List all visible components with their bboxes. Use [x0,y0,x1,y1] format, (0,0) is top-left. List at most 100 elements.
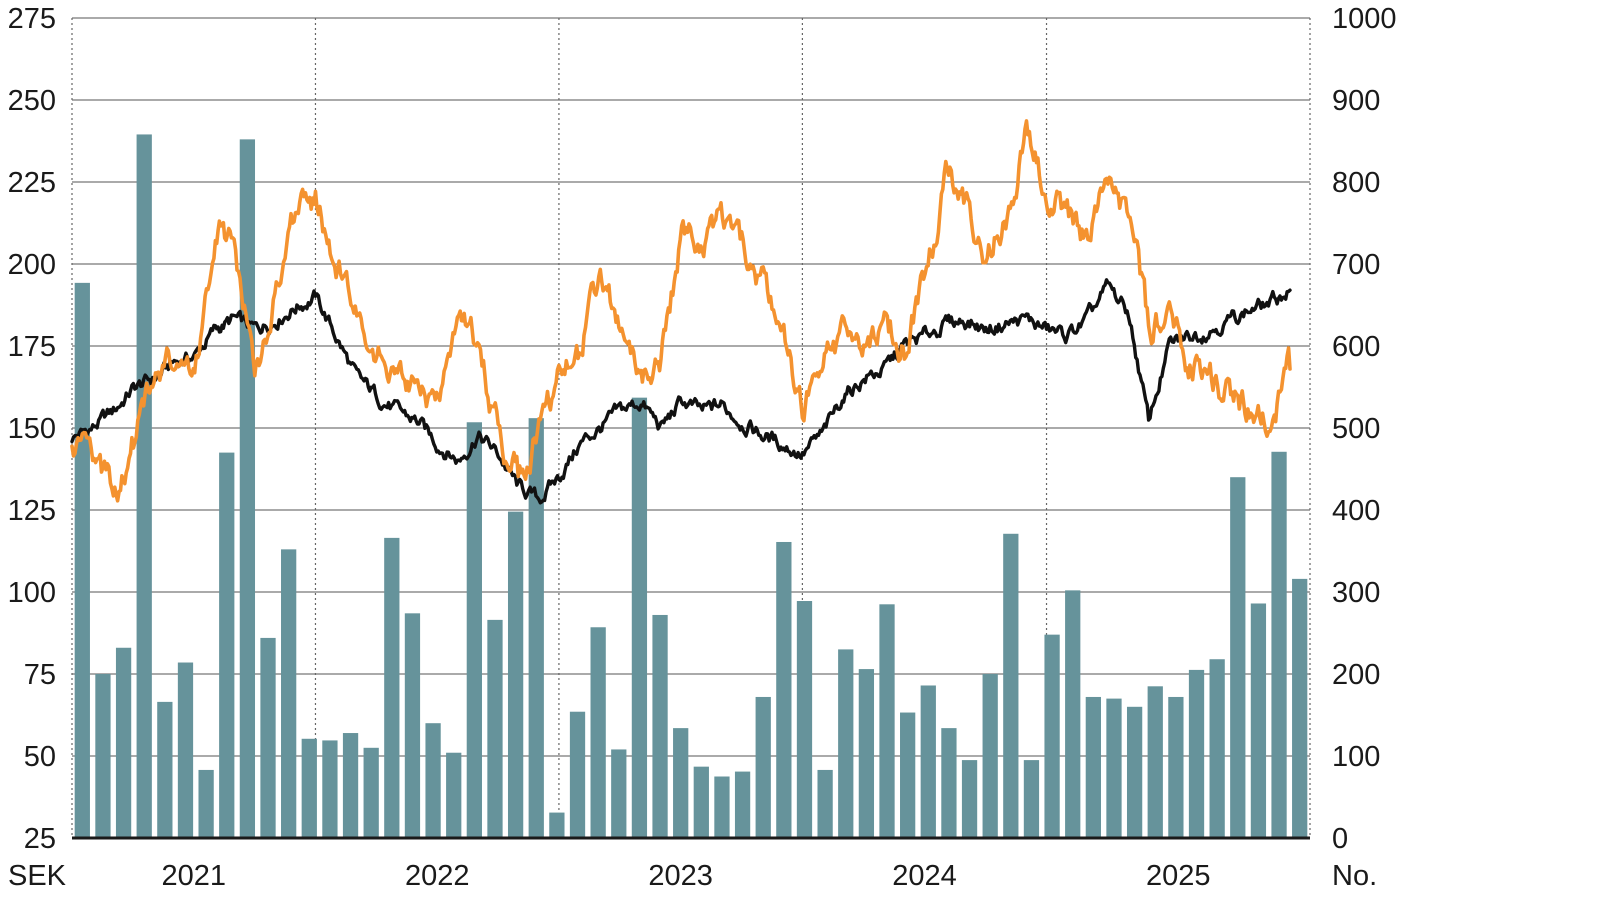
volume-bar [1271,451,1287,838]
right-tick-label: 700 [1332,249,1380,281]
volume-bar [1044,634,1060,838]
volume-bar [219,452,235,838]
orange-price-line [70,119,1292,503]
volume-bar [900,712,916,838]
right-tick-label: 300 [1332,577,1380,609]
volume-bar [198,769,214,838]
left-tick-label: 125 [8,495,56,527]
left-tick-label: 100 [8,577,56,609]
black-price-line [70,278,1292,505]
volume-bar [693,766,709,838]
volume-bar [941,728,957,838]
year-label: 2024 [892,860,957,892]
volume-bar [487,619,503,838]
volume-bar [652,614,668,838]
right-tick-label: 500 [1332,413,1380,445]
volume-bar [301,738,317,838]
left-tick-label: 25 [24,823,56,855]
left-tick-label: 75 [24,659,56,691]
volume-bar [796,601,813,838]
right-tick-label: 600 [1332,331,1380,363]
volume-bar [714,776,730,838]
volume-bar [673,728,689,838]
right-tick-label: 400 [1332,495,1380,527]
year-label: 2023 [648,860,713,892]
volume-bar [631,397,648,838]
volume-bar [384,537,400,838]
volume-bar [549,812,565,838]
volume-bar [1188,669,1205,838]
year-dividers [71,18,1311,838]
right-tick-label: 900 [1332,85,1380,117]
volume-bar [755,696,771,838]
right-tick-label: 800 [1332,167,1380,199]
bar-series [74,134,1308,839]
volume-bar [1003,533,1019,838]
volume-bar [1168,696,1184,838]
left-tick-label: 150 [8,413,56,445]
left-tick-label: 200 [8,249,56,281]
right-axis-ticks: 0 100 200 300 400 500 600 700 800 900 1000 [1332,3,1397,855]
volume-bar [342,733,359,838]
volume-bar [838,649,854,838]
volume-bar [817,769,833,838]
volume-bar [466,422,482,838]
volume-bar [446,752,462,838]
volume-bar [734,771,751,838]
year-labels: 2021 2022 2023 2024 2025 [161,860,1210,892]
volume-bar [920,685,936,838]
volume-bar [74,282,90,838]
volume-bar [590,627,606,838]
volume-bar [1065,590,1081,838]
volume-bar [858,669,875,838]
left-axis-ticks: 25 50 75 100 125 150 175 200 225 250 275 [8,3,56,855]
volume-bar [157,701,173,838]
left-tick-label: 50 [24,741,56,773]
volume-bar [177,662,194,838]
volume-bar [260,637,276,838]
left-tick-label: 275 [8,3,56,35]
volume-bar [528,418,544,838]
right-tick-label: 1000 [1332,3,1397,35]
horizontal-grid [72,17,1310,757]
volume-bar [1230,477,1246,838]
volume-bar [115,647,132,838]
volume-bar [425,723,441,838]
volume-bar [879,604,895,838]
volume-bar [1209,659,1225,838]
left-tick-label: 175 [8,331,56,363]
volume-bar [569,711,586,838]
volume-bar [1126,706,1143,838]
right-tick-label: 200 [1332,659,1380,691]
volume-bar [1250,603,1267,838]
volume-bar [404,613,421,838]
volume-bar [95,674,111,838]
volume-bar [281,549,297,838]
volume-bar [1085,696,1101,838]
volume-bar [136,134,152,838]
volume-bar [982,674,998,838]
year-label: 2022 [405,860,470,892]
right-tick-label: 100 [1332,741,1380,773]
volume-bar [961,760,978,838]
volume-bar [1106,698,1122,838]
line-series-group [70,119,1292,505]
volume-bar [1292,578,1308,838]
left-axis-unit-label: SEK [8,860,67,892]
volume-bar [1147,686,1163,838]
year-label: 2021 [161,860,226,892]
left-tick-label: 225 [8,167,56,199]
volume-bar [322,740,338,838]
volume-bar [239,139,256,839]
volume-bar [1023,760,1040,838]
year-label: 2025 [1146,860,1211,892]
volume-bar [363,747,379,838]
volume-bar [611,749,627,838]
volume-bar [507,511,524,838]
volume-bar [776,541,792,838]
right-axis-unit-label: No. [1332,860,1377,892]
left-tick-label: 250 [8,85,56,117]
right-tick-label: 0 [1332,823,1348,855]
